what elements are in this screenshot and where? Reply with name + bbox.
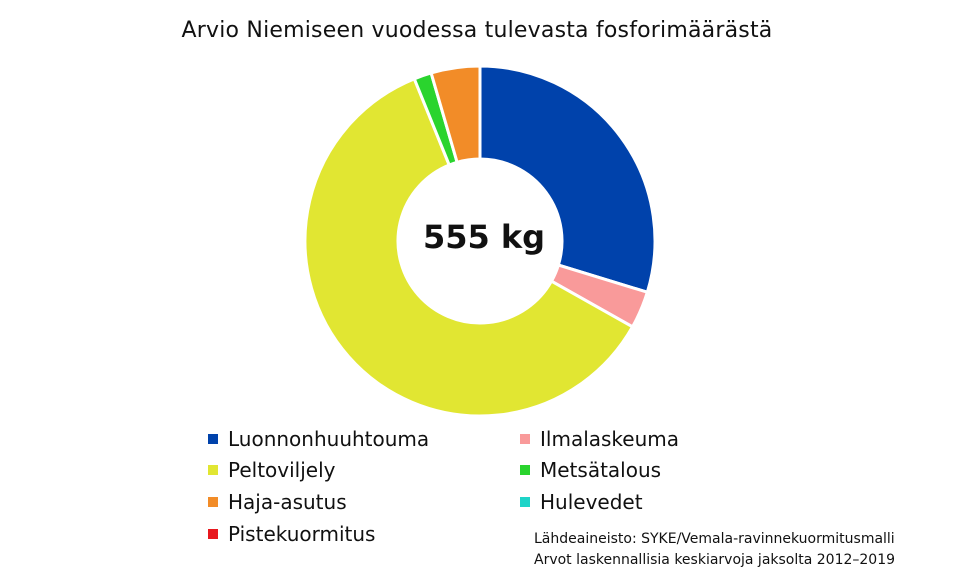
legend-swatch (520, 465, 530, 475)
source-line: Lähdeaineisto: SYKE/Vemala-ravinnekuormi… (534, 531, 895, 547)
legend-swatch (208, 465, 218, 475)
legend-item: Peltoviljely (208, 458, 336, 482)
donut-slice-luonnonhuuhtouma (478, 64, 657, 295)
legend-item: Haja-asutus (208, 490, 347, 514)
legend-swatch (208, 434, 218, 444)
legend-swatch (208, 529, 218, 539)
legend-item: Hulevedet (520, 490, 643, 514)
legend-swatch (520, 497, 530, 507)
chart-title: Arvio Niemiseen vuodessa tulevasta fosfo… (181, 18, 773, 43)
legend-item: Pistekuormitus (208, 522, 375, 546)
legend-item: Ilmalaskeuma (520, 427, 679, 451)
center-total-label: 555 kg (422, 218, 546, 256)
donut-slice-haja-asutus (429, 64, 482, 165)
legend-label: Haja-asutus (228, 490, 347, 514)
source-line: Arvot laskennallisia keskiarvoja jaksolt… (534, 552, 896, 568)
legend-label: Hulevedet (540, 490, 643, 514)
legend-label: Metsätalous (540, 458, 662, 482)
legend-swatch (208, 497, 218, 507)
legend-swatch (520, 434, 530, 444)
legend-item: Luonnonhuuhtouma (208, 427, 429, 451)
legend-label: Pistekuormitus (228, 522, 376, 546)
legend-label: Ilmalaskeuma (540, 427, 680, 451)
legend-item: Metsätalous (520, 458, 661, 482)
donut-slice-peltoviljely (303, 76, 635, 418)
legend-label: Peltoviljely (228, 458, 336, 482)
source-note: Lähdeaineisto: SYKE/Vemala-ravinnekuormi… (534, 529, 895, 571)
legend-label: Luonnonhuuhtouma (228, 427, 430, 451)
